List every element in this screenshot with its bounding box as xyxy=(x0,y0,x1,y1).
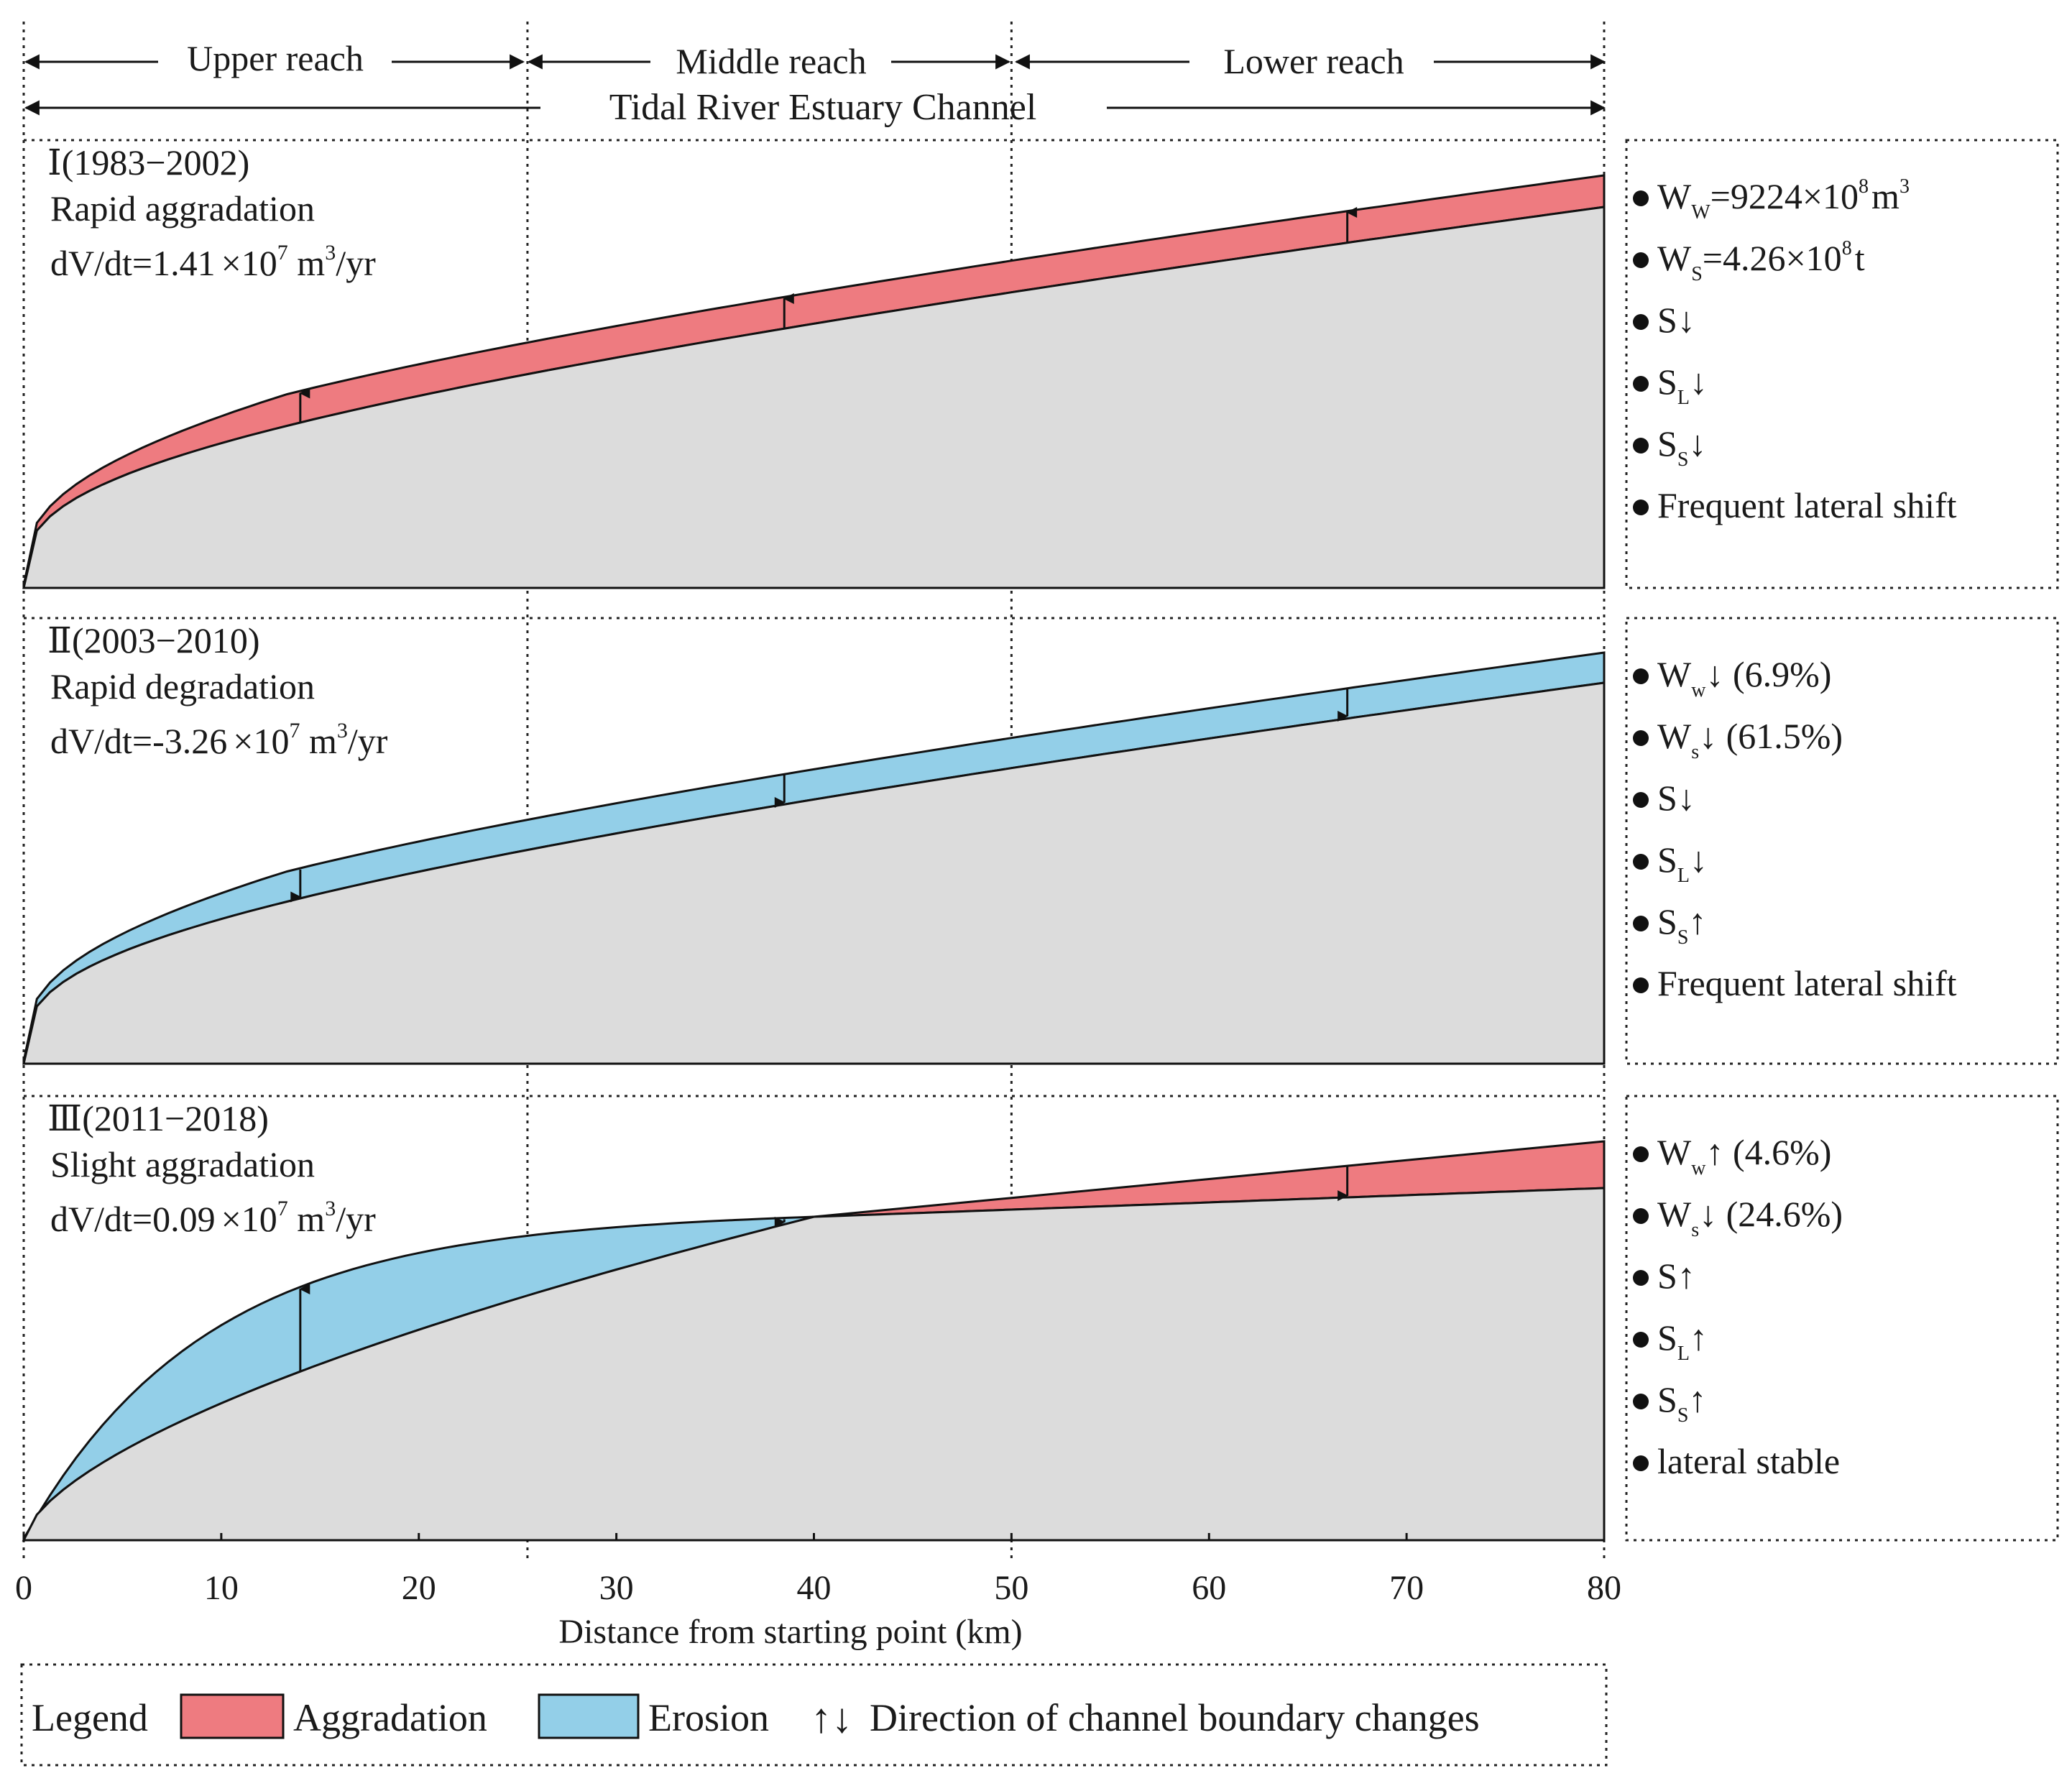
panels: Ⅰ(1983−2002) Rapid aggradation dV/dt=1.41 ×… xyxy=(22,139,2059,1542)
bullet-icon xyxy=(1633,252,1649,268)
panel-title: Slight aggradation xyxy=(50,1144,315,1184)
x-tick-label: 80 xyxy=(1587,1569,1621,1607)
panel-roman: Ⅲ xyxy=(47,1098,82,1138)
legend: Legend Aggradation Erosion ↑↓ Direction … xyxy=(20,1663,1608,1767)
note-item: SL↓ xyxy=(1657,362,1708,409)
bullet-icon xyxy=(1633,500,1649,515)
panel-period: Ⅰ(1983−2002) xyxy=(47,142,249,183)
bullet-icon xyxy=(1633,314,1649,330)
panel-roman: Ⅰ xyxy=(47,142,62,183)
panel-rate: dV/dt=-3.26 ×107 m3/yr xyxy=(50,719,388,761)
x-tick-label: 60 xyxy=(1192,1569,1226,1607)
panel-rate: dV/dt=0.09 ×107 m3/yr xyxy=(50,1197,376,1239)
notes-box xyxy=(1625,1095,2059,1542)
panel-years: (1983−2002) xyxy=(62,142,250,183)
legend-erosion-label: Erosion xyxy=(648,1696,769,1739)
note-item: WW=9224×108m3 xyxy=(1657,175,1910,224)
x-tick-label: 0 xyxy=(15,1569,32,1607)
panel-period: Ⅱ(2003−2010) xyxy=(47,620,259,660)
x-tick-label: 40 xyxy=(797,1569,832,1607)
bullet-icon xyxy=(1633,1208,1649,1224)
note-item: S↓ xyxy=(1657,300,1695,340)
note-item: S↓ xyxy=(1657,778,1695,818)
note-item: lateral stable xyxy=(1657,1441,1840,1481)
note-item: Frequent lateral shift xyxy=(1657,963,1957,1003)
panel-1: Ⅰ(1983−2002) Rapid aggradation dV/dt=1.41 ×… xyxy=(22,139,2059,589)
bullet-icon xyxy=(1633,977,1649,993)
bullet-icon xyxy=(1633,916,1649,931)
note-item: Frequent lateral shift xyxy=(1657,485,1957,525)
panel-rate: dV/dt=1.41 ×107 m3/yr xyxy=(50,241,376,283)
note-item: S↑ xyxy=(1657,1256,1695,1296)
legend-aggradation-swatch xyxy=(180,1693,285,1739)
legend-title: Legend xyxy=(32,1696,148,1739)
bullet-icon xyxy=(1633,376,1649,392)
note-item: SS↑ xyxy=(1657,901,1706,949)
note-item: SL↓ xyxy=(1657,839,1708,887)
bullet-icon xyxy=(1633,1146,1649,1162)
bullet-icon xyxy=(1633,668,1649,684)
notes-box xyxy=(1625,139,2059,589)
bullet-icon xyxy=(1633,438,1649,454)
panel-3: Ⅲ(2011−2018) Slight aggradation dV/dt=0.09… xyxy=(22,1095,2059,1542)
panel-period: Ⅲ(2011−2018) xyxy=(47,1098,269,1138)
x-tick-label: 50 xyxy=(994,1569,1028,1607)
bullet-icon xyxy=(1633,730,1649,746)
bullet-icon xyxy=(1633,1394,1649,1409)
x-tick-label: 70 xyxy=(1389,1569,1424,1607)
note-item: Ww↓ (6.9%) xyxy=(1657,654,1831,701)
note-item: Ws↓ (61.5%) xyxy=(1657,716,1843,763)
x-tick-label: 30 xyxy=(599,1569,634,1607)
bullet-icon xyxy=(1633,854,1649,870)
panel-2: Ⅱ(2003−2010) Rapid degradation dV/dt=-3.26… xyxy=(22,617,2059,1065)
legend-frame xyxy=(20,1663,1608,1767)
reach-header: Upper reach Middle reach Lower reach Tid… xyxy=(24,38,1606,128)
panel-years: (2011−2018) xyxy=(82,1098,269,1138)
note-item: Ww↑ (4.6%) xyxy=(1657,1132,1831,1179)
panel-roman: Ⅱ xyxy=(47,620,72,660)
bullet-icon xyxy=(1633,190,1649,206)
channel-bed xyxy=(22,206,1606,589)
upper-reach-label: Upper reach xyxy=(187,38,364,78)
note-item: SS↑ xyxy=(1657,1379,1706,1427)
note-item: WS=4.26×108t xyxy=(1657,237,1865,285)
bullet-icon xyxy=(1633,1332,1649,1348)
channel-bed xyxy=(22,1187,1606,1542)
bullet-icon xyxy=(1633,792,1649,808)
note-item: SS↓ xyxy=(1657,423,1706,471)
x-tick-label: 20 xyxy=(402,1569,436,1607)
panel-years: (2003−2010) xyxy=(72,620,260,660)
notes-box xyxy=(1625,617,2059,1065)
legend-erosion-swatch xyxy=(538,1693,640,1739)
legend-aggradation-label: Aggradation xyxy=(293,1696,487,1739)
note-item: Ws↓ (24.6%) xyxy=(1657,1194,1843,1241)
legend-arrows-icon: ↑↓ xyxy=(811,1695,852,1741)
channel-label: Tidal River Estuary Channel xyxy=(609,87,1037,128)
lower-reach-label: Lower reach xyxy=(1223,41,1404,81)
panel-title: Rapid aggradation xyxy=(50,188,315,229)
legend-arrows-label: Direction of channel boundary changes xyxy=(870,1696,1480,1739)
note-item: SL↑ xyxy=(1657,1317,1708,1365)
x-axis-title: Distance from starting point (km) xyxy=(558,1613,1022,1651)
panel-title: Rapid degradation xyxy=(50,666,315,706)
middle-reach-label: Middle reach xyxy=(676,41,866,81)
x-axis: Distance from starting point (km) 0 10 20 3… xyxy=(15,1533,1621,1651)
bullet-icon xyxy=(1633,1270,1649,1286)
x-tick-label: 10 xyxy=(204,1569,239,1607)
bullet-icon xyxy=(1633,1455,1649,1471)
